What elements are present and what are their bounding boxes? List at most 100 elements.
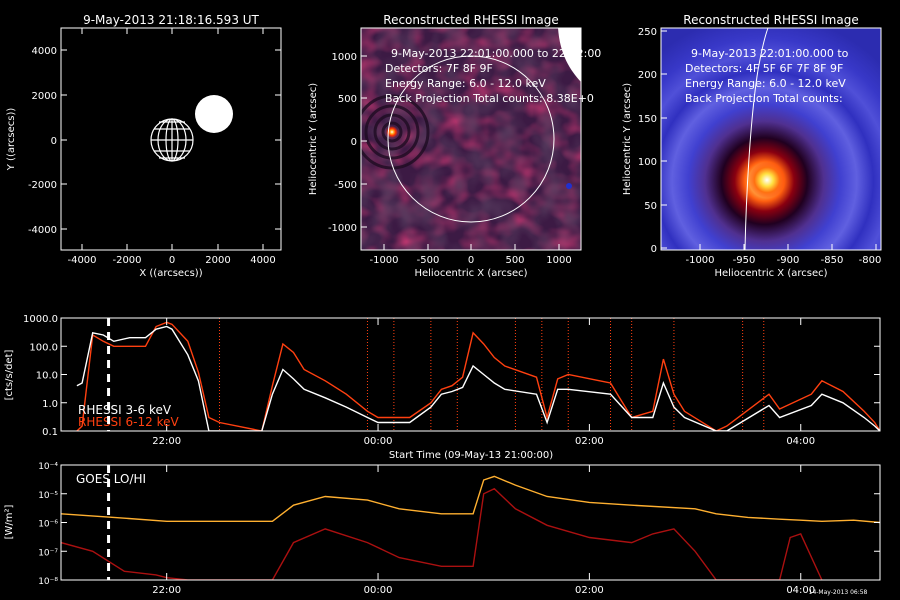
panel2-xlabel: Heliocentric X (arcsec) — [414, 268, 527, 279]
panel1-xtick: 4000 — [250, 255, 275, 266]
panel-rhessi-image-1: Reconstructed RHESSI Image 9-May-2013 22… — [308, 13, 601, 279]
panel3-ytick: 200 — [638, 70, 657, 81]
panel1-ytick: -4000 — [28, 225, 57, 236]
panel3-ytick: 50 — [644, 201, 657, 212]
panel1-ytick: 4000 — [32, 46, 57, 57]
panel2-xticks: -1000 -500 0 500 1000 — [369, 244, 572, 266]
panel3-xlabel: Heliocentric X (arcsec) — [714, 268, 827, 279]
sun-globe-grid — [150, 118, 194, 162]
panel1-xtick: -2000 — [112, 255, 141, 266]
panel3-source — [749, 162, 785, 198]
panel4-legend-low: RHESSI 3-6 keV — [78, 403, 172, 417]
panel4-ytick: 1.0 — [42, 399, 58, 410]
panel3-ylabel: Heliocentric Y (arcsec) — [622, 83, 633, 195]
panel5-xtick: 02:00 — [575, 585, 604, 596]
panel2-ylabel: Heliocentric Y (arcsec) — [308, 83, 319, 195]
panel1-ylabel: Y ((arcsecs)) — [6, 108, 17, 172]
panel2-ann: 9-May-2013 22:01:00.000 to 22:02:00 — [391, 47, 601, 60]
goes-series-group — [61, 475, 880, 580]
panel3-ytick: 0 — [651, 244, 657, 255]
panel3-ann: Back Projection Total counts: — [685, 92, 843, 105]
panel4-yticks: 1000.0 100.0 10.0 1.0 0.1 — [23, 314, 880, 438]
panel-rhessi-image-2: Reconstructed RHESSI Image 9-May-2013 22… — [622, 13, 882, 279]
panel-rhessi-lightcurve: 1000.0 100.0 10.0 1.0 0.1 22:00 00:00 02:00 04:… — [4, 314, 881, 461]
panel2-xtick: 500 — [505, 255, 524, 266]
panel4-ytick: 0.1 — [42, 427, 58, 438]
panel3-xtick: -1000 — [685, 255, 714, 266]
panel2-ytick: 1000 — [332, 52, 357, 63]
panel2-ytick: 0 — [351, 137, 357, 148]
fov-disk — [195, 95, 233, 133]
panel2-xtick: 0 — [468, 255, 474, 266]
panel5-yticks: 10⁻⁴ 10⁻⁵ 10⁻⁶ 10⁻⁷ 10⁻⁸ — [38, 462, 880, 587]
panel2-ann: Energy Range: 6.0 - 12.0 keV — [385, 77, 546, 90]
panel-sun-position: 9-May-2013 21:18:16.593 UT -4000 -2000 0… — [6, 13, 282, 279]
series-rhessi-6-12kev — [76, 321, 880, 431]
panel4-ytick: 10.0 — [36, 371, 58, 382]
panel-goes-lightcurve: 10⁻⁴ 10⁻⁵ 10⁻⁶ 10⁻⁷ 10⁻⁸ 22:00 00:00 02:00 04:0… — [4, 462, 881, 596]
panel3-ytick: 100 — [638, 157, 657, 168]
panel1-xlabel: X ((arcsecs)) — [139, 268, 202, 279]
panel4-ytick: 100.0 — [29, 342, 58, 353]
panel4-legend-high: RHESSI 6-12 keV — [78, 415, 179, 429]
panel1-frame — [60, 27, 282, 251]
panel2-ann: Back Projection Total counts: 8.38E+0 — [385, 92, 594, 105]
panel3-xticks: -1000 -950 -900 -850 -800 — [685, 244, 881, 266]
panel5-ytick: 10⁻⁵ — [38, 491, 58, 501]
panel4-xtick: 22:00 — [152, 436, 181, 447]
panel5-xticks: 22:00 00:00 02:00 04:00 — [152, 465, 815, 596]
panel2-xtick: 1000 — [546, 255, 571, 266]
panel1-yticks: 4000 2000 0 -2000 -4000 — [28, 46, 281, 236]
panel3-ann: 9-May-2013 22:01:00.000 to — [691, 47, 849, 60]
panel4-ytick: 1000.0 — [23, 314, 58, 325]
panel2-ytick: -1000 — [328, 223, 357, 234]
panel1-title: 9-May-2013 21:18:16.593 UT — [83, 13, 259, 27]
panel4-xticks: 22:00 00:00 02:00 04:00 — [152, 318, 815, 447]
panel2-xtick: -500 — [417, 255, 440, 266]
panel4-xtick: 04:00 — [786, 436, 815, 447]
panel1-ytick: -2000 — [28, 180, 57, 191]
panel2-ytick: -500 — [334, 180, 357, 191]
panel3-xtick: -850 — [821, 255, 844, 266]
series-goes-lo — [61, 475, 880, 524]
panel3-frame — [660, 27, 882, 251]
panel1-xticks: -4000 -2000 0 2000 4000 — [67, 28, 276, 266]
panel4-xlabel: Start Time (09-May-13 21:00:00) — [389, 450, 553, 461]
panel1-xtick: -4000 — [67, 255, 96, 266]
panel3-xtick: -950 — [733, 255, 756, 266]
panel3-yticks: 250 200 150 100 50 0 — [638, 27, 667, 255]
panel5-legend: GOES LO/HI — [76, 472, 146, 486]
panel4-frame — [60, 317, 881, 432]
panel1-xtick: 2000 — [205, 255, 230, 266]
rhessi-event-markers — [219, 318, 765, 431]
panel3-image — [661, 28, 881, 250]
panel3-xtick: -800 — [859, 255, 882, 266]
series-rhessi-3-6kev — [76, 325, 880, 431]
panel2-limb-patch — [558, 28, 581, 82]
panel2-xtick: -1000 — [369, 255, 398, 266]
panel5-ylabel: [W/m²] — [4, 504, 15, 539]
panel4-xtick: 02:00 — [575, 436, 604, 447]
panel2-title: Reconstructed RHESSI Image — [383, 13, 558, 27]
panel3-limb — [744, 28, 769, 250]
panel1-ytick: 0 — [51, 136, 57, 147]
panel5-ytick: 10⁻⁴ — [38, 462, 58, 472]
panel5-xtick: 00:00 — [364, 585, 393, 596]
panel3-ytick: 150 — [638, 114, 657, 125]
panel3-ann: Detectors: 4F 5F 6F 7F 8F 9F — [685, 62, 843, 75]
panel3-xtick: -900 — [777, 255, 800, 266]
panel3-title: Reconstructed RHESSI Image — [683, 13, 858, 27]
panel5-ytick: 10⁻⁶ — [38, 520, 58, 530]
panel5-xtick: 04:00 — [786, 585, 815, 596]
panel2-image — [361, 28, 581, 250]
panel5-footer: 14-May-2013 06:58 — [809, 589, 868, 596]
rhessi-series-group — [76, 321, 880, 431]
panel1-xtick: 0 — [169, 255, 175, 266]
panel2-ytick: 500 — [338, 94, 357, 105]
panel3-ann: Energy Range: 6.0 - 12.0 keV — [685, 77, 846, 90]
panel2-ann: Detectors: 7F 8F 9F — [385, 62, 493, 75]
panel1-ytick: 2000 — [32, 91, 57, 102]
panel2-limb — [387, 55, 555, 223]
panel5-ytick: 10⁻⁷ — [38, 548, 58, 558]
